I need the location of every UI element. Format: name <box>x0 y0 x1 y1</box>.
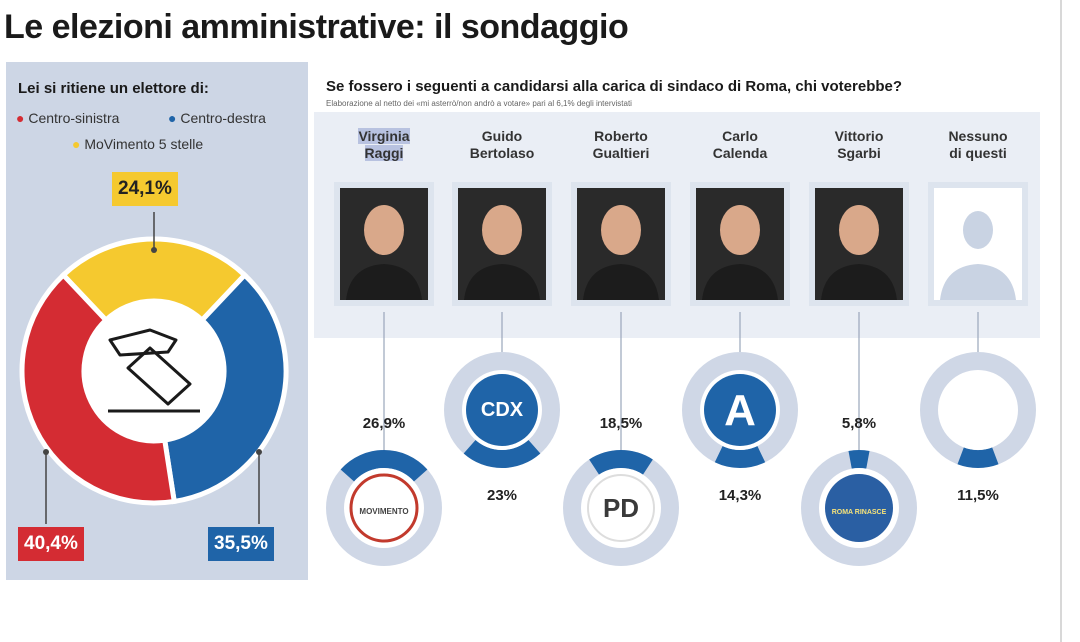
bar-value-label: 5,8% <box>841 415 877 432</box>
page-title: Le elezioni amministrative: il sondaggio <box>4 8 629 46</box>
cdx-logo-icon <box>466 374 538 446</box>
candidate-last-name: Bertolaso <box>469 145 535 161</box>
gauge-fill <box>589 449 653 475</box>
person-silhouette-icon <box>934 188 1022 300</box>
gauge-center <box>938 370 1018 450</box>
legend-item-m5s: ● MoVimento 5 stelle <box>72 136 203 152</box>
pie-slice-centro-sinistra <box>19 271 178 506</box>
gauge-fill <box>463 440 541 468</box>
gauge-fill <box>340 450 428 482</box>
candidate-first-name: Roberto <box>594 128 648 144</box>
gauge-fill <box>957 447 999 469</box>
leader-dot <box>256 449 262 455</box>
legend-label: MoVimento 5 stelle <box>84 136 204 152</box>
portrait-icon <box>577 188 665 300</box>
candidate-photo <box>809 182 909 306</box>
candidate-name: Nessuno di questi <box>923 128 1033 162</box>
candidate-first-name: Carlo <box>722 128 758 144</box>
ballot-box-icon <box>108 328 200 413</box>
candidates-band <box>314 112 1040 338</box>
candidate-last-name: Raggi <box>364 145 404 161</box>
candidate-name: Carlo Calenda <box>685 128 795 162</box>
logo-text: CDX <box>481 399 524 421</box>
label-m5s: 24,1% <box>112 172 178 206</box>
bar-value-label: 26,9% <box>362 415 406 432</box>
logo-text: PD <box>603 493 639 523</box>
candidate-photo <box>334 182 434 306</box>
legend-label: Centro-destra <box>180 110 266 126</box>
label-centro-sinistra: 40,4% <box>18 527 84 561</box>
candidate-last-name: Gualtieri <box>592 145 650 161</box>
candidate-photo <box>452 182 552 306</box>
candidate-last-name: Calenda <box>712 145 768 161</box>
pd-logo-icon <box>587 474 655 542</box>
azione-logo-icon <box>704 374 776 446</box>
candidate-last-name: di questi <box>949 145 1007 161</box>
gauge-fill <box>714 446 766 469</box>
right-question: Se fossero i seguenti a candidarsi alla … <box>326 78 903 95</box>
leader-dot <box>43 449 49 455</box>
logo-text: ROMA RINASCE <box>832 509 887 516</box>
donut-center <box>86 303 222 439</box>
ballot-stroke <box>108 328 178 357</box>
legend-item-centro-destra: ● Centro-destra <box>168 110 266 126</box>
candidate-photo <box>571 182 671 306</box>
portrait-icon <box>340 188 428 300</box>
candidate-photo <box>690 182 790 306</box>
legend-dot-icon: ● <box>72 136 81 152</box>
candidate-first-name: Nessuno <box>948 128 1008 144</box>
bar-value-label: 23% <box>486 487 518 504</box>
logo-text: A <box>724 386 756 435</box>
left-question: Lei si ritiene un elettore di: <box>18 80 209 97</box>
candidate-first-name: Vittorio <box>834 128 884 144</box>
candidate-name: Roberto Gualtieri <box>566 128 676 162</box>
candidate-name: Guido Bertolaso <box>447 128 557 162</box>
pie-slice-centro-destra <box>161 271 289 505</box>
roma-rinasce-logo-icon <box>825 474 893 542</box>
pie-slice-movimento-5-stelle <box>59 236 249 324</box>
logo-text: MOVIMENTO <box>359 507 408 516</box>
candidate-first-name: Virginia <box>358 128 410 144</box>
right-subtitle: Elaborazione al netto dei «mi asterrò/no… <box>326 99 632 108</box>
legend-item-centro-sinistra: ● Centro-sinistra <box>16 110 119 126</box>
candidate-first-name: Guido <box>481 128 523 144</box>
candidate-last-name: Sgarbi <box>837 145 881 161</box>
legend-dot-icon: ● <box>168 110 177 126</box>
gauge-fill <box>848 450 870 469</box>
candidate-name: Virginia Raggi <box>329 128 439 162</box>
bar-value-label: 11,5% <box>957 487 999 504</box>
divider <box>1060 0 1062 642</box>
legend-dot-icon: ● <box>16 110 25 126</box>
portrait-icon <box>815 188 903 300</box>
leader-dot <box>151 247 157 253</box>
label-centro-destra: 35,5% <box>208 527 274 561</box>
placeholder-avatar <box>928 182 1028 306</box>
portrait-icon <box>696 188 784 300</box>
m5s-logo-icon <box>349 473 419 543</box>
portrait-icon <box>458 188 546 300</box>
legend-label: Centro-sinistra <box>28 110 120 126</box>
bar-value-label: 14,3% <box>718 487 762 504</box>
bar-value-label: 18,5% <box>599 415 643 432</box>
candidate-name: Vittorio Sgarbi <box>804 128 914 162</box>
